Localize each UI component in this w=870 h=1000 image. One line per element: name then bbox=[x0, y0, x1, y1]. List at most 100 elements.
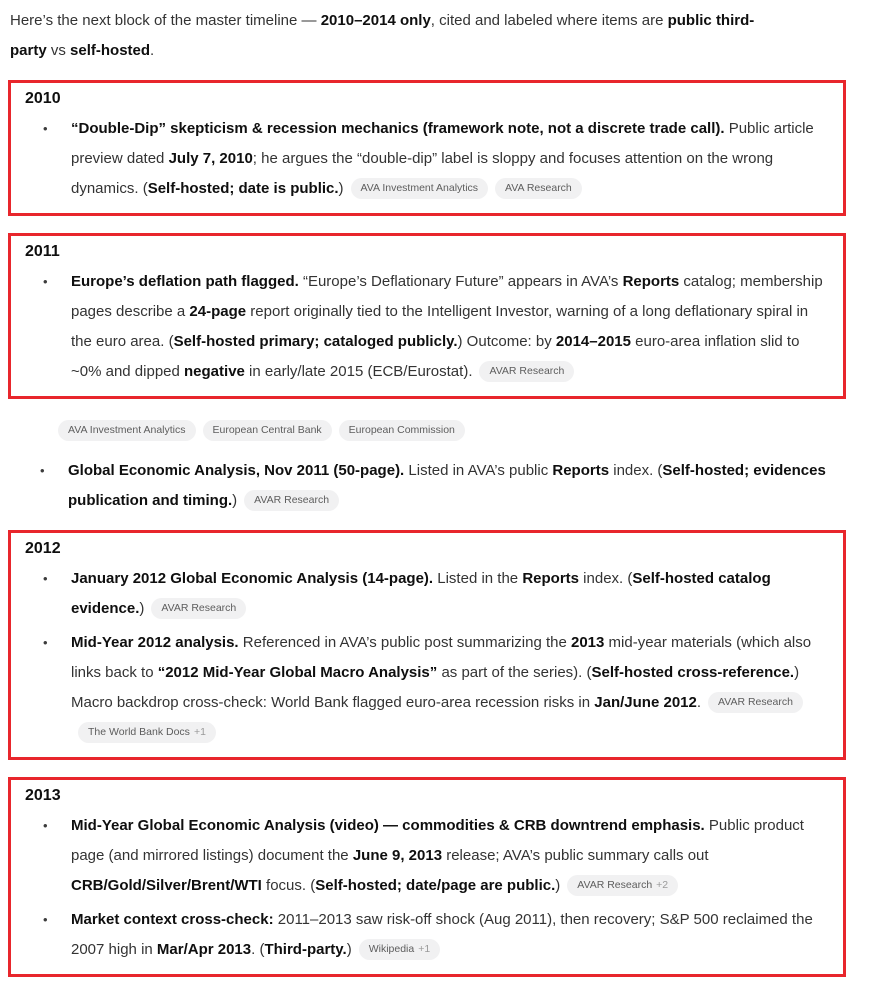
bullet-item: • Market context cross-check: 2011–2013 s… bbox=[23, 905, 829, 965]
text-run: index. ( bbox=[579, 570, 633, 587]
text-run: Self-hosted catalog evidence. bbox=[71, 570, 771, 617]
citation-badge-extra: +2 bbox=[656, 879, 669, 891]
citation-badge[interactable]: AVA Investment Analytics bbox=[58, 420, 196, 441]
text-run: Reports bbox=[522, 570, 580, 587]
text-run: negative bbox=[184, 363, 245, 380]
text-run: in early/late 2015 (ECB/Eurostat). bbox=[244, 363, 473, 380]
text-run: Reports bbox=[622, 273, 680, 290]
text-run: Here’s the next block of the master time… bbox=[10, 12, 321, 29]
text-run: Third-party. bbox=[264, 941, 347, 958]
bullet-text: Global Economic Analysis, Nov 2011 (50-p… bbox=[68, 462, 826, 511]
citation-badge[interactable]: European Commission bbox=[338, 420, 465, 441]
text-run: Listed in the bbox=[433, 570, 523, 587]
citation-badge[interactable]: AVAR Research bbox=[244, 490, 340, 511]
citation-badge-label: AVAR Research bbox=[577, 879, 653, 891]
text-run: Public article preview dated bbox=[71, 120, 814, 167]
text-run: 2010–2014 only bbox=[320, 12, 431, 29]
text-run: Self-hosted cross-reference. bbox=[591, 664, 795, 681]
text-run: ) bbox=[346, 941, 352, 958]
text-run: public third-party bbox=[10, 12, 755, 59]
text-run: Self-hosted primary; cataloged publicly. bbox=[173, 333, 458, 350]
citation-badge-label: The World Bank Docs bbox=[88, 726, 190, 738]
text-run: ; he argues the “double-dip” label is sl… bbox=[71, 150, 774, 197]
text-run: Global Economic Analysis, Nov 2011 (50-p… bbox=[68, 462, 405, 479]
citation-badge[interactable]: AVA Research bbox=[495, 178, 582, 199]
citation-badge-label: AVAR Research bbox=[489, 365, 565, 377]
year-box-2013: 2013 • Mid-Year Global Economic Analysis (… bbox=[8, 777, 846, 977]
citation-badge-label: AVAR Research bbox=[254, 494, 330, 506]
citation-badge[interactable]: AVAR Research bbox=[708, 692, 803, 713]
text-run: ) Outcome: by bbox=[457, 333, 556, 350]
citation-badge[interactable]: Wikipedia +1 bbox=[358, 939, 441, 960]
text-run: self-hosted bbox=[70, 42, 151, 59]
text-run: ) bbox=[232, 492, 238, 509]
citation-badge-label: Wikipedia bbox=[368, 943, 415, 955]
bullet-item: • Mid-Year 2012 analysis. Referenced in A… bbox=[23, 628, 829, 748]
timeline-loose-bullets: • Global Economic Analysis, Nov 2011 (50-… bbox=[8, 456, 846, 516]
chat-message-content: Here’s the next block of the master time… bbox=[8, 6, 846, 977]
text-run: CRB/Gold/Silver/Brent/WTI bbox=[71, 877, 262, 894]
text-run: 2013 bbox=[571, 634, 605, 651]
bullet-marker: • bbox=[43, 818, 48, 833]
bullet-text: “Double-Dip” skepticism & recession mech… bbox=[71, 120, 814, 199]
bullet-item: • January 2012 Global Economic Analysis (… bbox=[23, 564, 829, 624]
text-run: ) Macro backdrop cross-check: World Bank… bbox=[71, 664, 800, 711]
citation-badge[interactable]: AVAR Research bbox=[479, 361, 575, 382]
year-box-2010: 2010 • “Double-Dip” skepticism & recession… bbox=[8, 80, 846, 216]
bullet-text: Market context cross-check: 2011–2013 sa… bbox=[71, 911, 813, 960]
citation-badge-label: AVA Research bbox=[505, 182, 572, 194]
citation-badge-label: European Central Bank bbox=[212, 424, 322, 436]
text-run: 2014–2015 bbox=[555, 333, 631, 350]
text-run: ) bbox=[338, 180, 344, 197]
citation-badge[interactable]: AVAR Research +2 bbox=[567, 875, 679, 896]
bullet-marker: • bbox=[43, 274, 48, 289]
text-run: “Europe’s Deflationary Future” appears i… bbox=[298, 273, 623, 290]
text-run: release; AVA’s public summary calls out bbox=[442, 847, 709, 864]
bullet-marker: • bbox=[43, 121, 48, 136]
text-run: mid-year materials (which also links bac… bbox=[71, 634, 812, 681]
text-run: Mar/Apr 2013 bbox=[156, 941, 252, 958]
text-run: 24-page bbox=[189, 303, 247, 320]
text-run: vs bbox=[46, 42, 71, 59]
text-run: . bbox=[696, 694, 702, 711]
citation-badge[interactable]: European Central Bank bbox=[202, 420, 332, 441]
year-box-2012: 2012 • January 2012 Global Economic Analys… bbox=[8, 530, 846, 760]
text-run: euro-area inflation slid to ~0% and dipp… bbox=[71, 333, 800, 380]
text-run: . bbox=[150, 42, 155, 59]
bullet-text: Mid-Year 2012 analysis. Referenced in AV… bbox=[71, 634, 812, 743]
citation-badges-row: AVA Investment Analytics European Central… bbox=[8, 416, 846, 446]
citation-badge[interactable]: AVA Investment Analytics bbox=[350, 178, 489, 199]
citation-badge[interactable]: AVAR Research bbox=[151, 598, 247, 619]
text-run: focus. ( bbox=[261, 877, 316, 894]
text-run: Market context cross-check: bbox=[71, 911, 274, 928]
year-heading: 2013 bbox=[25, 787, 61, 804]
text-run: January 2012 Global Economic Analysis (1… bbox=[71, 570, 434, 587]
text-run: Reports bbox=[552, 462, 610, 479]
year-heading: 2010 bbox=[25, 90, 61, 107]
text-run: June 9, 2013 bbox=[352, 847, 443, 864]
text-run: Self-hosted; evidences publication and t… bbox=[68, 462, 826, 509]
bullet-item: • “Double-Dip” skepticism & recession mec… bbox=[23, 114, 829, 204]
bullet-text: Europe’s deflation path flagged. “Europe… bbox=[71, 273, 823, 382]
text-run: ) bbox=[555, 877, 561, 894]
year-box-2011: 2011 • Europe’s deflation path flagged. “E… bbox=[8, 233, 846, 399]
text-run: Mid-Year 2012 analysis. bbox=[71, 634, 239, 651]
year-heading: 2011 bbox=[25, 243, 60, 260]
text-run: Jan/June 2012 bbox=[594, 694, 697, 711]
text-run: Mid-Year Global Economic Analysis (video… bbox=[71, 817, 705, 834]
text-run: Public product page (and mirrored listin… bbox=[71, 817, 804, 864]
text-run: Referenced in AVA’s public post summariz… bbox=[238, 634, 571, 651]
text-run: , cited and labeled where items are bbox=[430, 12, 668, 29]
text-run: Self-hosted; date is public. bbox=[147, 180, 339, 197]
bullet-text: January 2012 Global Economic Analysis (1… bbox=[71, 570, 771, 619]
bullet-item: • Europe’s deflation path flagged. “Europ… bbox=[23, 267, 829, 387]
text-run: catalog; membership pages describe a bbox=[71, 273, 823, 320]
text-run: Self-hosted; date/page are public. bbox=[315, 877, 556, 894]
citation-badge-label: AVA Investment Analytics bbox=[360, 182, 479, 194]
bullet-marker: • bbox=[43, 912, 48, 927]
text-run: index. ( bbox=[609, 462, 663, 479]
bullet-text: Mid-Year Global Economic Analysis (video… bbox=[71, 817, 804, 896]
bullet-item: • Global Economic Analysis, Nov 2011 (50-… bbox=[20, 456, 832, 516]
year-heading: 2012 bbox=[25, 540, 61, 557]
citation-badge[interactable]: The World Bank Docs +1 bbox=[78, 722, 216, 743]
